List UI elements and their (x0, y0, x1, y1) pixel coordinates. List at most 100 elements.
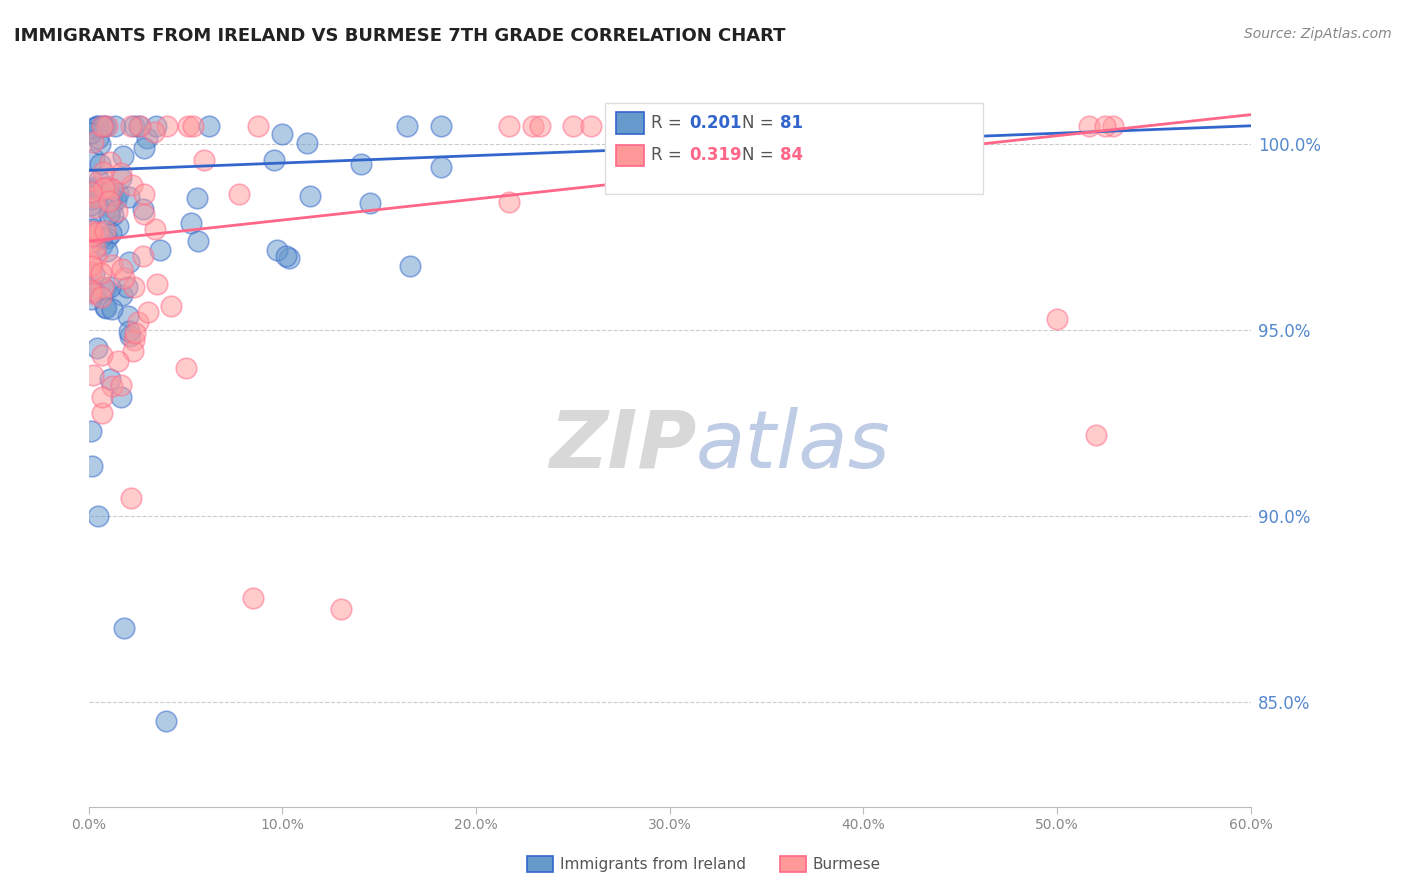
Text: R =: R = (651, 114, 688, 132)
Point (145, 119, 167, 133)
Point (1101, 119, 1123, 133)
Point (79, 235, 101, 249)
Point (91, 406, 114, 420)
Point (96, 179, 118, 194)
Point (107, 219, 129, 234)
Text: N =: N = (742, 114, 779, 132)
Point (329, 602, 352, 616)
Point (79, 265, 101, 279)
Point (174, 360, 197, 375)
Point (84, 285, 107, 299)
Point (118, 255, 141, 269)
Point (134, 207, 156, 221)
Point (80, 192, 103, 206)
Point (79, 126, 101, 140)
Point (955, 119, 977, 133)
Point (266, 243, 288, 257)
Point (1078, 119, 1101, 133)
Point (276, 249, 298, 263)
Point (115, 280, 138, 294)
Point (100, 200, 122, 214)
Point (806, 119, 828, 133)
Point (145, 277, 167, 291)
Point (522, 119, 544, 133)
Point (120, 119, 142, 133)
Point (94, 119, 117, 133)
Point (197, 119, 219, 133)
Point (100, 302, 122, 317)
Point (80, 183, 103, 197)
Point (86, 188, 108, 202)
Point (886, 119, 908, 133)
Point (180, 216, 202, 230)
Point (242, 591, 264, 606)
Point (498, 194, 520, 209)
Point (80, 283, 103, 297)
Point (91, 390, 114, 404)
Point (96, 244, 118, 258)
Text: N =: N = (742, 146, 779, 164)
Point (143, 125, 166, 139)
Point (118, 324, 141, 338)
Point (90, 290, 112, 304)
Point (1094, 119, 1116, 133)
Point (80, 172, 103, 186)
Point (613, 119, 636, 133)
Point (579, 119, 602, 133)
Point (122, 333, 145, 347)
Point (101, 208, 124, 222)
Point (193, 153, 215, 168)
Point (93, 224, 115, 238)
Point (98, 372, 121, 386)
Point (97, 180, 120, 194)
Point (295, 136, 318, 151)
Point (84, 201, 107, 215)
Point (177, 119, 200, 133)
Point (101, 258, 124, 272)
Point (98, 206, 121, 220)
Point (79, 257, 101, 271)
Point (86, 341, 108, 355)
Point (82, 226, 104, 240)
Point (84, 250, 107, 264)
Point (498, 119, 520, 133)
Point (89, 184, 111, 198)
Point (155, 714, 177, 728)
Point (93, 181, 115, 195)
Point (430, 160, 453, 174)
Point (529, 119, 551, 133)
Point (143, 222, 166, 236)
Text: atlas: atlas (696, 407, 891, 485)
Point (110, 390, 132, 404)
Point (186, 191, 208, 205)
Point (121, 343, 143, 358)
Point (107, 353, 129, 368)
Text: Burmese: Burmese (813, 857, 880, 871)
Point (82, 368, 104, 383)
Point (121, 178, 143, 192)
Point (124, 326, 146, 341)
Text: 0.201: 0.201 (689, 114, 741, 132)
Point (263, 153, 285, 168)
Point (187, 234, 209, 248)
Point (127, 315, 149, 329)
Point (122, 119, 145, 133)
Point (82, 135, 104, 149)
Point (80, 292, 103, 306)
Point (83, 152, 105, 166)
Point (100, 182, 122, 196)
Point (149, 244, 172, 258)
Point (132, 249, 155, 263)
Point (132, 202, 155, 216)
Text: 84: 84 (780, 146, 803, 164)
Point (112, 271, 135, 285)
Point (84, 190, 107, 204)
Point (87, 225, 110, 239)
Point (94, 282, 117, 296)
Point (1046, 312, 1069, 326)
Point (79, 198, 101, 212)
Point (100, 154, 122, 169)
Point (110, 378, 132, 392)
Point (107, 186, 129, 200)
Point (891, 139, 914, 153)
